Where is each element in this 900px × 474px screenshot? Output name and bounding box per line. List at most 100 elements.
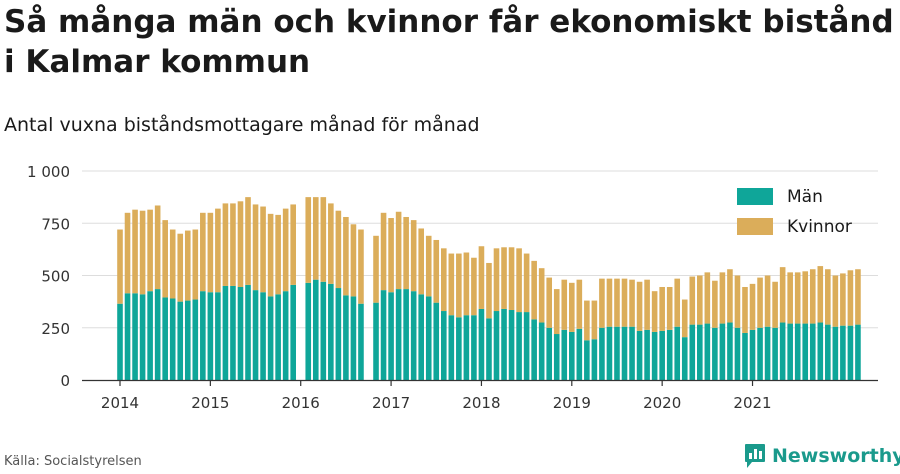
bar-men	[727, 322, 733, 380]
bar-women	[809, 269, 816, 324]
bar-women	[742, 286, 748, 333]
bar-men	[636, 330, 643, 380]
bar-women	[832, 275, 839, 327]
bar-women	[237, 201, 244, 287]
bar-men	[516, 312, 522, 380]
bar-men	[169, 298, 176, 380]
bar-men	[433, 302, 440, 380]
bar-women	[177, 233, 184, 302]
bar-women	[358, 229, 364, 304]
bar-men	[162, 297, 168, 380]
bar-women	[132, 209, 138, 294]
bar-women	[267, 213, 274, 297]
legend-label: Kvinnor	[787, 217, 852, 237]
bar-men	[267, 296, 274, 380]
bar-women	[320, 197, 327, 282]
bar-women	[727, 269, 733, 323]
bar-women	[456, 253, 462, 318]
bar-women	[794, 272, 801, 324]
bar-women	[410, 220, 417, 292]
brand-name: Newsworthy	[772, 445, 900, 467]
bar-men	[222, 285, 229, 380]
bar-women	[719, 272, 726, 324]
bar-men	[493, 311, 500, 380]
x-tick-label: 2017	[372, 394, 410, 412]
bar-men	[712, 327, 718, 380]
bar-men	[410, 291, 417, 380]
bar-women	[734, 275, 741, 328]
bar-men	[425, 296, 432, 380]
bar-men	[478, 308, 485, 380]
bar-women	[305, 197, 312, 283]
bar-women	[350, 224, 357, 297]
bar-women	[448, 253, 455, 316]
y-tick-label: 0	[60, 372, 70, 390]
bar-women	[757, 277, 763, 328]
y-tick-label: 750	[41, 215, 70, 233]
bar-men	[606, 326, 613, 380]
y-tick-label: 250	[41, 320, 70, 338]
bar-women	[335, 210, 342, 289]
bar-men	[659, 330, 665, 380]
bar-men	[757, 327, 763, 380]
bar-men	[312, 279, 319, 380]
bar-men	[629, 326, 635, 380]
bar-men	[825, 324, 831, 380]
bar-women	[840, 273, 846, 326]
bar-women	[749, 283, 756, 330]
bar-men	[599, 327, 605, 380]
y-tick-label: 500	[41, 268, 70, 286]
bar-women	[252, 204, 259, 291]
bar-women	[154, 205, 161, 290]
bar-men	[380, 290, 387, 380]
bar-women	[139, 210, 146, 295]
bar-women	[569, 282, 575, 332]
bar-women	[184, 230, 191, 301]
bar-men	[802, 323, 809, 380]
bar-women	[275, 214, 281, 295]
bar-men	[486, 318, 492, 380]
bar-men	[531, 319, 537, 380]
bar-women	[501, 247, 507, 309]
bar-men	[252, 290, 259, 380]
bar-women	[215, 208, 221, 293]
bar-men	[335, 288, 342, 380]
bar-women	[855, 269, 861, 325]
bar-men	[546, 327, 553, 380]
bar-women	[373, 235, 379, 303]
bar-men	[591, 339, 598, 380]
bar-men	[440, 311, 447, 380]
bar-women	[380, 212, 387, 291]
x-tick-label: 2020	[643, 394, 681, 412]
bar-men	[343, 295, 349, 380]
bar-men	[200, 291, 206, 380]
bar-men	[463, 315, 470, 380]
bar-men	[764, 326, 771, 380]
bar-women	[614, 278, 620, 327]
bar-men	[569, 331, 575, 380]
bar-men	[230, 285, 236, 380]
bar-men	[456, 317, 462, 380]
bar-women	[260, 206, 266, 293]
x-tick-label: 2019	[553, 394, 591, 412]
bar-men	[290, 284, 296, 380]
bar-men	[184, 300, 191, 380]
bar-women	[463, 252, 470, 316]
bar-men	[403, 289, 409, 380]
bar-women	[576, 279, 583, 329]
legend-swatch	[737, 188, 773, 205]
bar-men	[749, 329, 756, 380]
bar-women	[486, 262, 492, 319]
bar-men	[373, 302, 379, 380]
bar-men	[697, 324, 703, 380]
bar-women	[425, 235, 432, 297]
bar-men	[448, 315, 455, 380]
bar-men	[508, 309, 515, 380]
bar-women	[666, 286, 673, 330]
bar-women	[117, 229, 123, 304]
bar-women	[787, 272, 793, 324]
bar-women	[681, 299, 688, 338]
bar-men	[614, 326, 620, 380]
bar-women	[651, 291, 658, 332]
